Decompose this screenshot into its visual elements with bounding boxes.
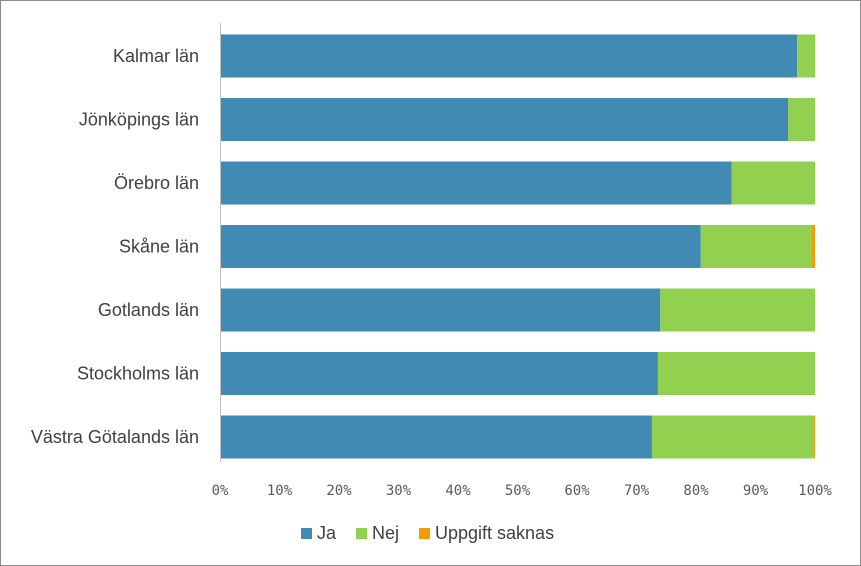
x-tick-label: 0% [212,483,229,499]
x-tick-label: 100% [798,483,832,499]
category-label: Kalmar län [113,46,199,66]
x-tick-label: 90% [743,483,769,499]
bars-group [220,34,815,459]
legend-swatch-nej [356,528,367,539]
bar-segment-ja-5 [220,352,658,395]
category-label: Jönköpings län [79,110,199,130]
x-tick-label: 50% [505,483,531,499]
category-label: Gotlands län [98,300,199,320]
bar-segment-ja-2 [220,161,732,205]
bar-segment-nej-1 [788,98,815,141]
legend-swatch-uppgift-saknas [419,528,430,539]
bar-segment-nej-0 [797,34,815,78]
legend: Ja Nej Uppgift saknas [301,523,554,543]
bar-segment-nej-4 [660,288,815,332]
category-label: Västra Götalands län [31,427,199,447]
category-labels: Kalmar län Jönköpings län Örebro län Skåne … [31,46,199,447]
x-tick-label: 40% [445,483,471,499]
bar-segment-ja-1 [220,98,789,141]
legend-label-ja: Ja [317,523,337,543]
bar-segment-nej-3 [700,225,813,268]
legend-label-uppgift-saknas: Uppgift saknas [435,523,554,543]
legend-swatch-ja [301,528,312,539]
x-tick-label: 10% [267,483,293,499]
x-tick-labels: 0% 10% 20% 30% 40% 50% 60% 70% 80% 90% 100% [212,483,833,499]
bar-segment-uppgift-saknas-3 [812,225,815,268]
legend-label-nej: Nej [372,523,399,543]
x-tick-label: 70% [624,483,650,499]
bar-segment-nej-6 [651,415,814,459]
x-tick-label: 20% [326,483,352,499]
x-tick-label: 60% [564,483,590,499]
bar-segment-ja-3 [220,225,701,268]
category-label: Örebro län [114,173,199,193]
bar-segment-nej-2 [731,161,815,205]
category-label: Skåne län [119,237,199,257]
bar-segment-ja-6 [220,415,652,459]
bar-segment-uppgift-saknas-6 [813,415,815,459]
x-tick-label: 30% [386,483,412,499]
bar-segment-ja-0 [220,34,798,78]
x-tick-label: 80% [683,483,709,499]
bar-segment-ja-4 [220,288,661,332]
category-label: Stockholms län [77,364,199,384]
bar-segment-nej-5 [657,352,815,395]
